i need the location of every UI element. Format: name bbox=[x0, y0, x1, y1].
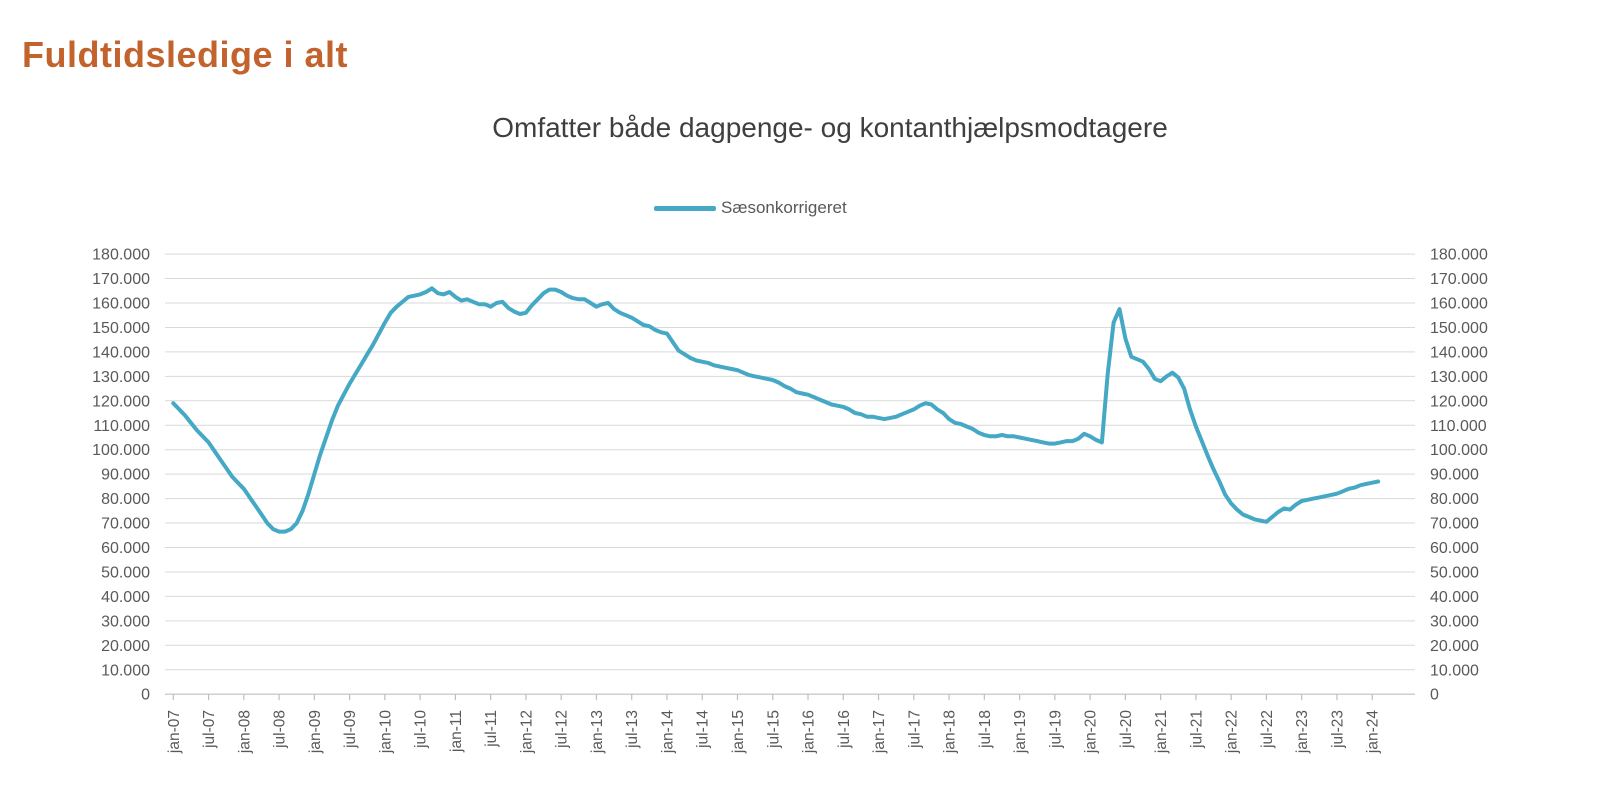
svg-text:jan-12: jan-12 bbox=[518, 710, 535, 754]
svg-text:120.000: 120.000 bbox=[92, 393, 150, 410]
svg-text:jul-15: jul-15 bbox=[765, 710, 782, 749]
svg-text:80.000: 80.000 bbox=[1430, 491, 1479, 508]
chart-legend: Sæsonkorrigeret bbox=[654, 198, 847, 218]
svg-text:100.000: 100.000 bbox=[1430, 442, 1488, 459]
svg-text:jul-14: jul-14 bbox=[695, 710, 712, 749]
svg-text:jul-07: jul-07 bbox=[201, 710, 218, 749]
x-axis-labels: jan-07 jul-07 jan-08 jul-08 jan-09 jul-09 jan-… bbox=[166, 710, 1382, 754]
gridlines bbox=[165, 253, 1415, 671]
svg-text:jan-10: jan-10 bbox=[377, 710, 394, 754]
svg-text:jan-20: jan-20 bbox=[1083, 710, 1100, 754]
svg-text:70.000: 70.000 bbox=[1430, 516, 1479, 533]
svg-text:110.000: 110.000 bbox=[93, 418, 150, 435]
svg-text:jan-21: jan-21 bbox=[1153, 710, 1170, 754]
svg-text:100.000: 100.000 bbox=[92, 442, 150, 459]
svg-text:jul-08: jul-08 bbox=[272, 710, 289, 749]
svg-text:140.000: 140.000 bbox=[92, 344, 150, 361]
svg-text:40.000: 40.000 bbox=[101, 589, 150, 606]
svg-text:150.000: 150.000 bbox=[92, 320, 150, 337]
svg-text:120.000: 120.000 bbox=[1430, 393, 1488, 410]
svg-text:jul-09: jul-09 bbox=[342, 710, 359, 749]
legend-line-marker-icon bbox=[654, 205, 716, 211]
svg-text:80.000: 80.000 bbox=[101, 491, 150, 508]
svg-text:jul-23: jul-23 bbox=[1329, 710, 1346, 749]
svg-text:jan-22: jan-22 bbox=[1224, 710, 1241, 754]
y-axis-labels-right: 180.000 170.000 160.000 150.000 140.000 130.0… bbox=[1430, 247, 1488, 704]
svg-text:jul-20: jul-20 bbox=[1118, 710, 1135, 749]
svg-text:jan-17: jan-17 bbox=[871, 710, 888, 754]
svg-text:20.000: 20.000 bbox=[101, 638, 150, 655]
svg-text:180.000: 180.000 bbox=[1430, 247, 1488, 264]
svg-text:130.000: 130.000 bbox=[1430, 369, 1488, 386]
svg-text:40.000: 40.000 bbox=[1430, 589, 1479, 606]
svg-text:10.000: 10.000 bbox=[1430, 662, 1479, 679]
svg-text:jul-12: jul-12 bbox=[554, 710, 571, 749]
svg-text:140.000: 140.000 bbox=[1430, 344, 1488, 361]
svg-text:jan-16: jan-16 bbox=[801, 710, 818, 754]
svg-text:jul-11: jul-11 bbox=[483, 710, 500, 748]
svg-text:90.000: 90.000 bbox=[1430, 467, 1479, 484]
svg-text:jul-19: jul-19 bbox=[1047, 710, 1064, 749]
y-axis-labels-left: 180.000 170.000 160.000 150.000 140.000 130.0… bbox=[92, 247, 150, 704]
svg-text:90.000: 90.000 bbox=[101, 467, 150, 484]
svg-text:30.000: 30.000 bbox=[101, 613, 150, 630]
svg-text:jan-18: jan-18 bbox=[942, 710, 959, 754]
svg-text:10.000: 10.000 bbox=[101, 662, 150, 679]
svg-text:180.000: 180.000 bbox=[92, 247, 150, 264]
x-axis bbox=[165, 693, 1415, 701]
svg-text:jul-21: jul-21 bbox=[1188, 710, 1205, 749]
svg-text:0: 0 bbox=[1430, 687, 1439, 704]
svg-text:jul-22: jul-22 bbox=[1259, 710, 1276, 749]
svg-text:jul-13: jul-13 bbox=[624, 710, 641, 749]
svg-text:50.000: 50.000 bbox=[1430, 564, 1479, 581]
legend-label: Sæsonkorrigeret bbox=[721, 198, 847, 217]
svg-text:130.000: 130.000 bbox=[92, 369, 150, 386]
svg-text:160.000: 160.000 bbox=[92, 296, 150, 313]
svg-text:0: 0 bbox=[141, 687, 150, 704]
page-title: Fuldtidsledige i alt bbox=[22, 34, 349, 75]
svg-text:30.000: 30.000 bbox=[1430, 613, 1479, 630]
svg-text:50.000: 50.000 bbox=[101, 564, 150, 581]
svg-text:jan-19: jan-19 bbox=[1012, 710, 1029, 754]
svg-text:jan-13: jan-13 bbox=[589, 710, 606, 754]
svg-text:jan-24: jan-24 bbox=[1365, 710, 1382, 754]
svg-text:60.000: 60.000 bbox=[101, 540, 150, 557]
svg-text:60.000: 60.000 bbox=[1430, 540, 1479, 557]
svg-text:jul-17: jul-17 bbox=[906, 710, 923, 749]
svg-text:jan-23: jan-23 bbox=[1294, 710, 1311, 754]
svg-text:20.000: 20.000 bbox=[1430, 638, 1479, 655]
svg-text:jul-18: jul-18 bbox=[977, 710, 994, 749]
chart-subtitle: Omfatter både dagpenge- og kontanthjælps… bbox=[492, 112, 1168, 143]
svg-text:150.000: 150.000 bbox=[1430, 320, 1488, 337]
svg-text:jan-11: jan-11 bbox=[448, 710, 465, 753]
svg-text:jan-09: jan-09 bbox=[307, 710, 324, 754]
svg-text:170.000: 170.000 bbox=[1430, 271, 1488, 288]
svg-text:160.000: 160.000 bbox=[1430, 296, 1488, 313]
svg-text:jul-10: jul-10 bbox=[413, 710, 430, 749]
svg-text:110.000: 110.000 bbox=[1430, 418, 1487, 435]
svg-text:jan-14: jan-14 bbox=[659, 710, 676, 754]
svg-text:170.000: 170.000 bbox=[92, 271, 150, 288]
svg-text:jan-07: jan-07 bbox=[166, 710, 183, 754]
series-saesonkorrigeret bbox=[171, 286, 1381, 534]
svg-text:jan-08: jan-08 bbox=[236, 710, 253, 754]
svg-text:70.000: 70.000 bbox=[101, 516, 150, 533]
svg-text:jan-15: jan-15 bbox=[730, 710, 747, 754]
svg-text:jul-16: jul-16 bbox=[836, 710, 853, 749]
